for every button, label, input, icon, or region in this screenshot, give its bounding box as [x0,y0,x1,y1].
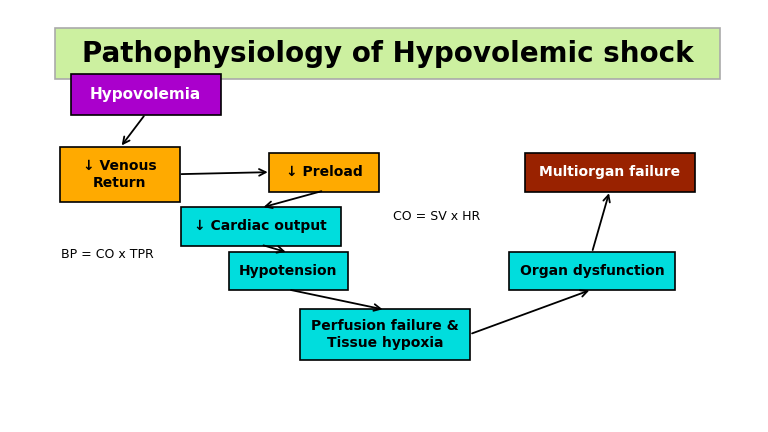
FancyBboxPatch shape [61,146,180,202]
Text: Organ dysfunction: Organ dysfunction [519,264,664,278]
Text: Hypotension: Hypotension [239,264,338,278]
FancyBboxPatch shape [71,74,220,115]
Text: Multiorgan failure: Multiorgan failure [539,165,680,179]
Text: ↓ Venous
Return: ↓ Venous Return [83,159,157,190]
Text: Pathophysiology of Hypovolemic shock: Pathophysiology of Hypovolemic shock [82,40,694,68]
Text: Hypovolemia: Hypovolemia [90,87,201,102]
FancyBboxPatch shape [180,207,341,245]
FancyBboxPatch shape [229,252,348,290]
FancyBboxPatch shape [270,153,379,191]
FancyBboxPatch shape [525,153,695,191]
FancyBboxPatch shape [55,28,720,79]
Text: ↓ Preload: ↓ Preload [286,165,362,179]
Text: Perfusion failure &
Tissue hypoxia: Perfusion failure & Tissue hypoxia [311,319,459,350]
Text: CO = SV x HR: CO = SV x HR [393,210,480,222]
FancyBboxPatch shape [300,309,471,360]
Text: BP = CO x TPR: BP = CO x TPR [61,248,154,261]
Text: ↓ Cardiac output: ↓ Cardiac output [194,219,327,233]
FancyBboxPatch shape [509,252,674,290]
